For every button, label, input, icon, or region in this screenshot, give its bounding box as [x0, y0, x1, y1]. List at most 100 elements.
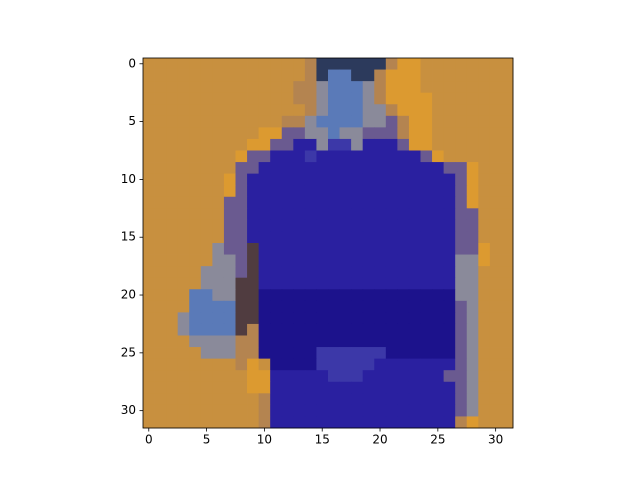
pixel	[200, 347, 213, 360]
pixel	[443, 81, 456, 94]
pixel	[316, 323, 329, 336]
pixel	[501, 196, 514, 209]
pixel	[316, 115, 329, 128]
pixel	[316, 277, 329, 290]
pixel	[316, 138, 329, 151]
pixel	[281, 127, 294, 140]
pixel	[420, 347, 433, 360]
pixel	[316, 404, 329, 417]
pixel	[304, 266, 317, 279]
pixel	[304, 58, 317, 70]
pixel	[397, 219, 410, 232]
pixel	[258, 347, 271, 360]
pixel	[235, 370, 248, 383]
pixel	[281, 173, 294, 186]
pixel	[351, 162, 364, 175]
pixel	[235, 196, 248, 209]
pixel	[478, 347, 491, 360]
pixel	[200, 300, 213, 313]
pixel	[166, 219, 179, 232]
pixel	[501, 381, 514, 394]
pixel	[223, 173, 236, 186]
pixel	[443, 58, 456, 70]
pixel	[374, 69, 387, 82]
pixel	[351, 173, 364, 186]
pixel	[316, 231, 329, 244]
pixel	[235, 404, 248, 417]
pixel	[212, 69, 225, 82]
pixel	[408, 347, 421, 360]
pixel	[432, 381, 445, 394]
pixel	[478, 115, 491, 128]
pixel	[143, 208, 155, 221]
pixel	[466, 393, 479, 406]
pixel	[443, 277, 456, 290]
pixel	[189, 404, 202, 417]
pixel	[362, 127, 375, 140]
pixel	[374, 312, 387, 325]
pixel	[478, 92, 491, 105]
pixel	[177, 416, 190, 429]
pixel	[339, 69, 352, 82]
x-tick-label: 10	[257, 433, 272, 447]
pixel	[223, 58, 236, 70]
pixel	[143, 185, 155, 198]
pixel	[489, 416, 502, 429]
pixel	[200, 404, 213, 417]
pixel	[466, 69, 479, 82]
pixel	[443, 219, 456, 232]
y-tick-label: 20	[121, 288, 136, 302]
pixel	[212, 219, 225, 232]
pixel	[489, 219, 502, 232]
pixel	[212, 138, 225, 151]
pixel	[223, 81, 236, 94]
pixel	[235, 416, 248, 429]
pixel	[154, 115, 167, 128]
pixel	[408, 289, 421, 302]
pixel	[443, 266, 456, 279]
pixel	[466, 312, 479, 325]
pixel	[362, 254, 375, 267]
pixel	[189, 115, 202, 128]
pixel	[258, 277, 271, 290]
pixel	[420, 393, 433, 406]
pixel	[362, 173, 375, 186]
pixel	[501, 416, 514, 429]
pixel	[293, 358, 306, 371]
pixel	[293, 81, 306, 94]
pixel	[258, 416, 271, 429]
pixel	[501, 254, 514, 267]
pixel	[455, 162, 468, 175]
pixel	[501, 138, 514, 151]
pixel	[200, 92, 213, 105]
pixel	[351, 58, 364, 70]
pixel	[304, 162, 317, 175]
pixel	[247, 231, 260, 244]
pixel	[189, 393, 202, 406]
pixel	[200, 69, 213, 82]
pixel	[316, 358, 329, 371]
pixel	[466, 335, 479, 348]
pixel	[432, 150, 445, 163]
pixel	[235, 335, 248, 348]
pixel	[247, 347, 260, 360]
pixel	[247, 277, 260, 290]
pixel	[235, 104, 248, 117]
pixel	[420, 231, 433, 244]
pixel	[351, 381, 364, 394]
pixel	[304, 393, 317, 406]
pixel	[489, 196, 502, 209]
pixel	[200, 231, 213, 244]
pixel	[177, 277, 190, 290]
pixel	[166, 69, 179, 82]
pixel	[143, 173, 155, 186]
pixel	[293, 92, 306, 105]
pixel	[223, 196, 236, 209]
pixel	[466, 104, 479, 117]
pixel	[455, 335, 468, 348]
pixel	[223, 416, 236, 429]
pixel	[293, 416, 306, 429]
pixel	[235, 243, 248, 255]
pixel	[455, 173, 468, 186]
pixel	[397, 312, 410, 325]
